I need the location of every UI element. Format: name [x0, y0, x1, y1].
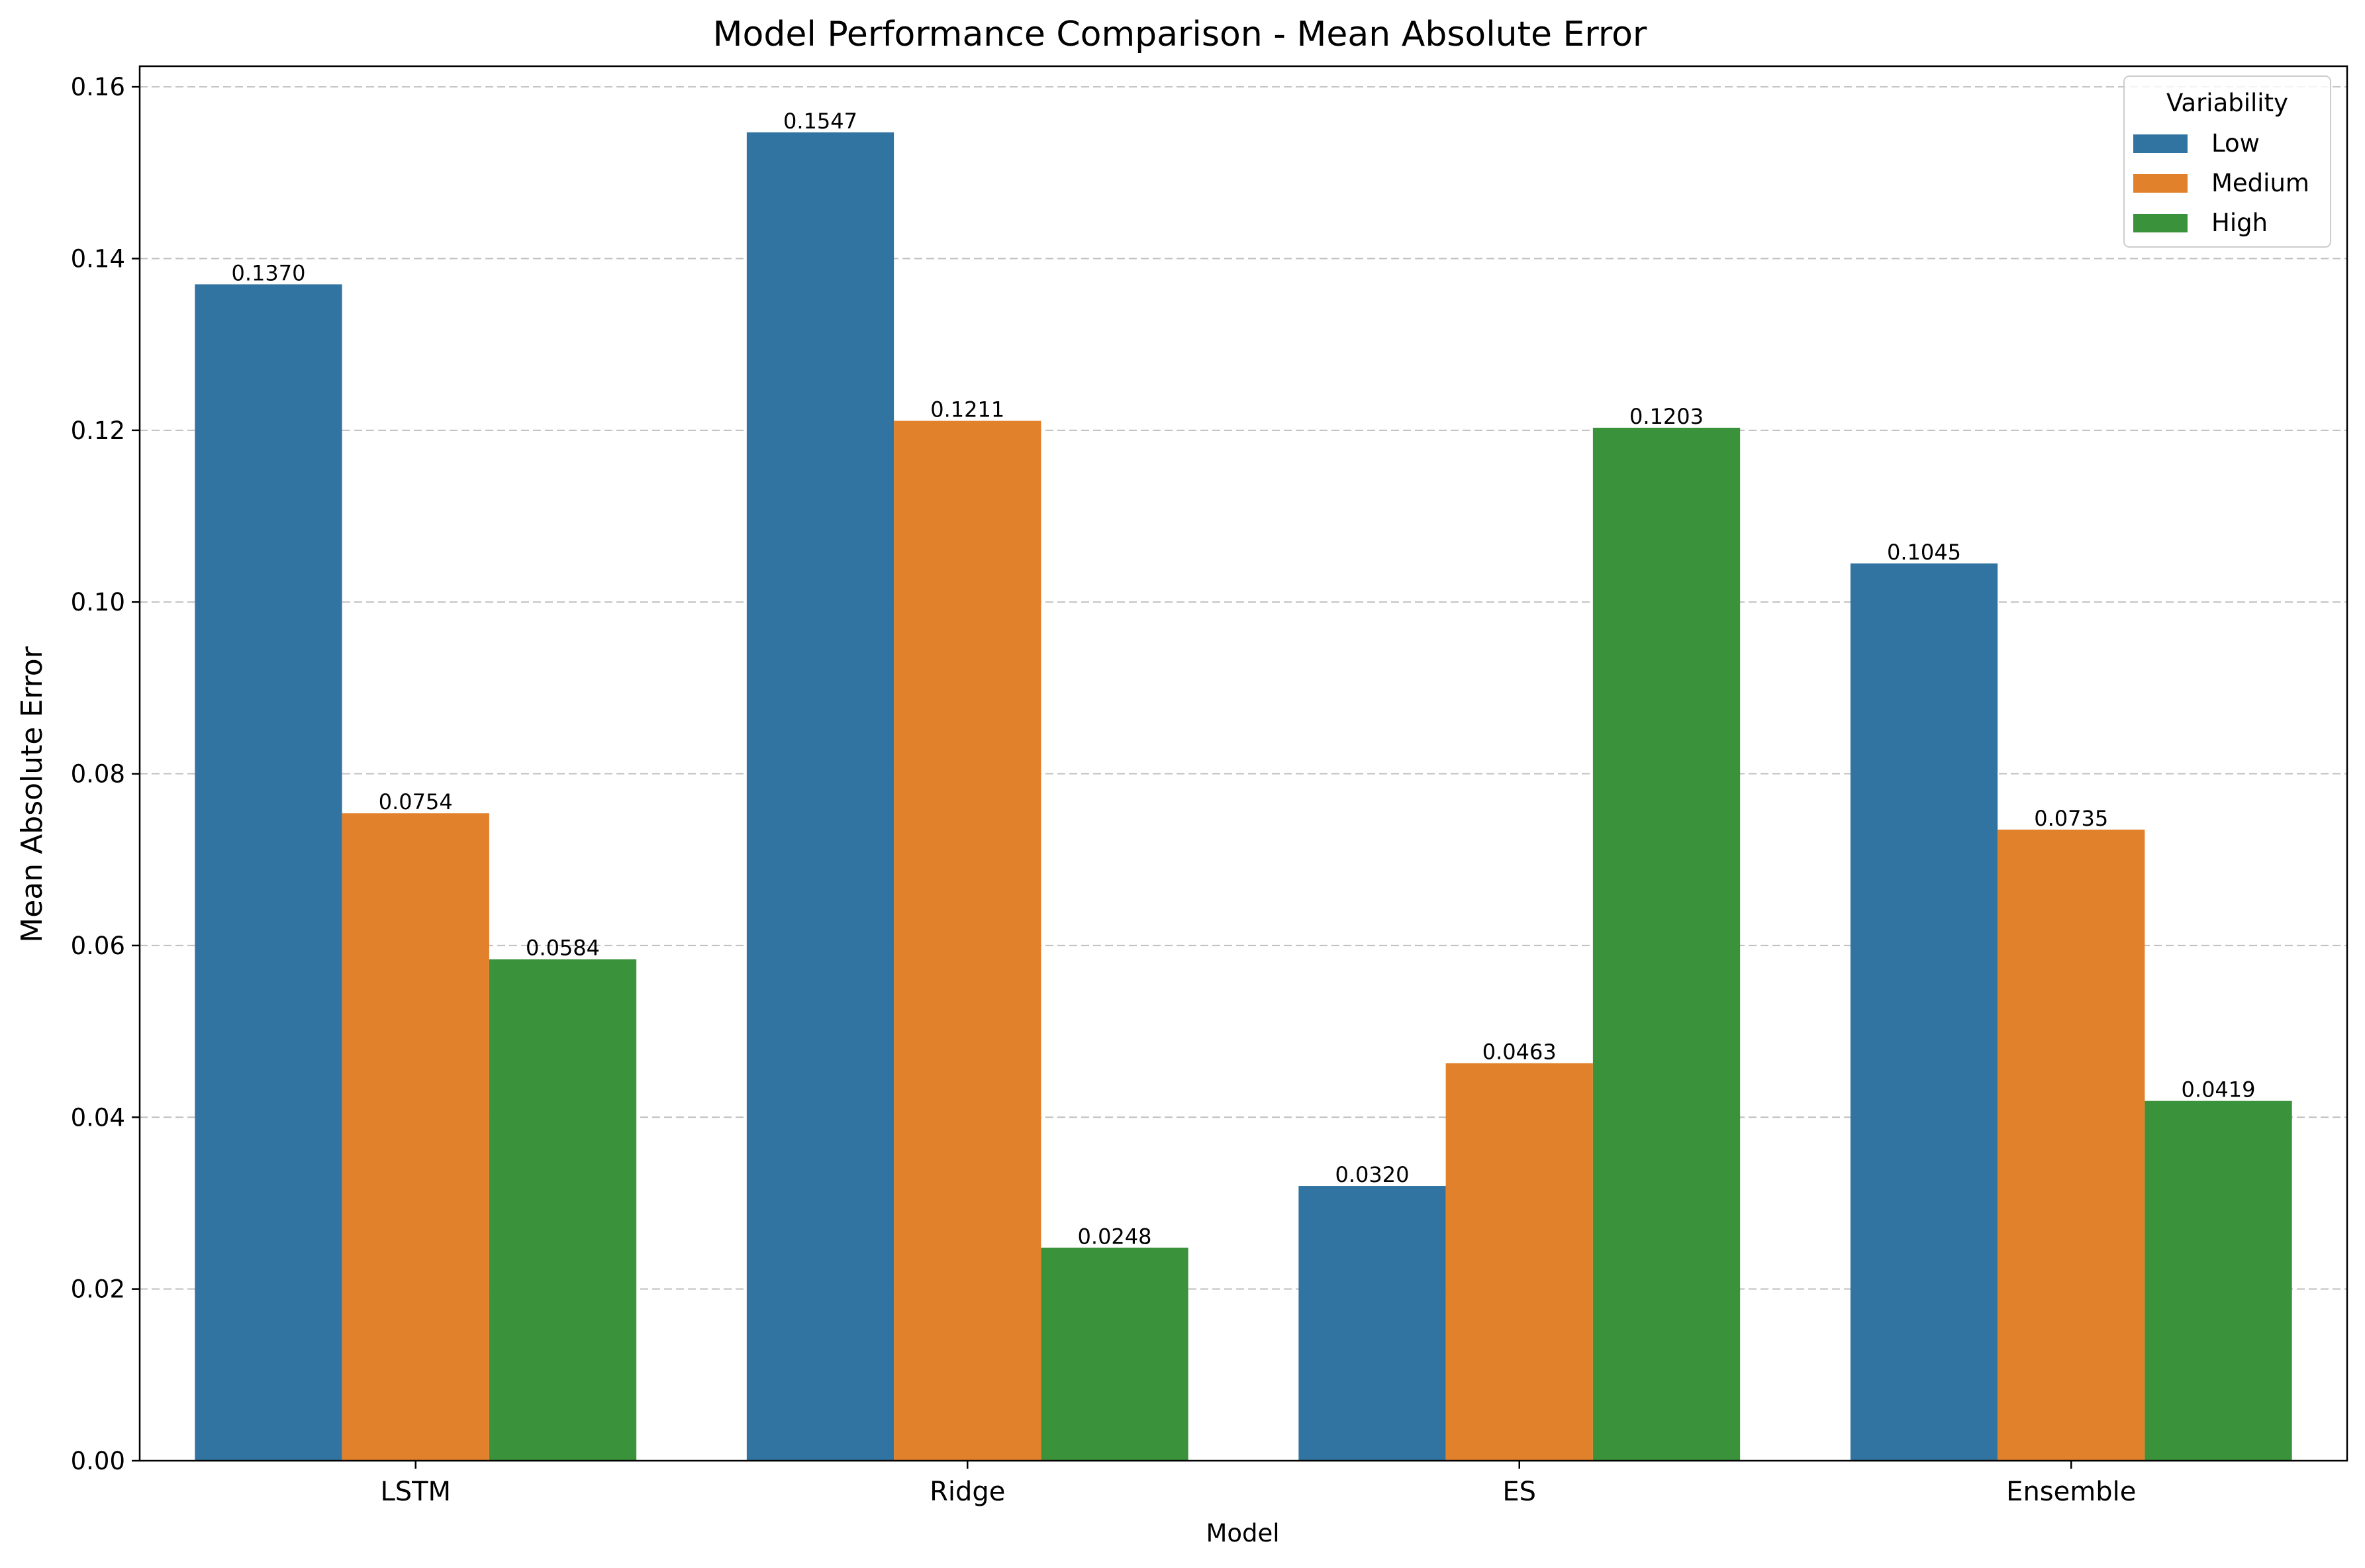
bar-value-label: 0.0463 — [1482, 1040, 1557, 1065]
x-tick-label: LSTM — [380, 1477, 451, 1507]
y-tick-label: 0.00 — [71, 1447, 125, 1475]
bar-medium-ridge — [894, 420, 1041, 1461]
bar-value-label: 0.1203 — [1629, 404, 1704, 429]
legend: Variability Low Medium High — [2123, 75, 2331, 248]
legend-entries: Low Medium High — [2133, 129, 2309, 237]
bar-high-ridge — [1041, 1248, 1188, 1461]
y-tick-label: 0.06 — [71, 932, 125, 960]
bar-medium-ensemble — [1998, 829, 2145, 1461]
y-tick-label: 0.04 — [71, 1103, 125, 1132]
x-axis-label: Model — [1206, 1519, 1279, 1547]
chart-title: Model Performance Comparison - Mean Abso… — [713, 15, 1647, 54]
legend-swatch-medium — [2133, 174, 2188, 193]
legend-swatch-low — [2133, 134, 2188, 153]
bar-medium-lstm — [342, 813, 489, 1461]
y-tick-label: 0.14 — [71, 244, 125, 273]
legend-frame — [2123, 75, 2331, 248]
y-tick-label: 0.10 — [71, 588, 125, 616]
bar-medium-es — [1445, 1063, 1593, 1461]
legend-title: Variability — [2166, 89, 2288, 117]
bar-layer — [195, 132, 2292, 1461]
bar-low-ridge — [746, 132, 894, 1461]
legend-label: Medium — [2211, 169, 2309, 197]
legend-label: Low — [2211, 129, 2260, 158]
bar-low-ensemble — [1850, 563, 1998, 1461]
plot-frame — [138, 65, 2348, 1462]
bar-low-lstm — [195, 284, 342, 1461]
y-tick-label: 0.02 — [71, 1275, 125, 1304]
bar-value-label: 0.0419 — [2182, 1077, 2256, 1102]
bar-value-label: 0.0754 — [379, 789, 453, 814]
y-tick-label: 0.16 — [71, 73, 125, 101]
x-tick-label: Ensemble — [2006, 1477, 2136, 1507]
bar-low-es — [1298, 1186, 1446, 1461]
x-tick-label: Ridge — [930, 1477, 1005, 1507]
y-tick-label: 0.12 — [71, 416, 125, 445]
bar-high-ensemble — [2145, 1101, 2292, 1461]
bar-high-lstm — [489, 959, 637, 1461]
bar-high-es — [1592, 427, 1741, 1461]
y-tick-label: 0.08 — [71, 760, 125, 789]
bar-value-label: 0.1045 — [1887, 540, 1961, 565]
bar-value-label: 0.1370 — [231, 260, 305, 285]
y-axis-label: Mean Absolute Error — [15, 646, 49, 942]
legend-swatch-high — [2133, 214, 2188, 232]
bar-value-label: 0.1547 — [783, 109, 857, 134]
bar-value-label: 0.1211 — [930, 397, 1004, 422]
bar-value-label: 0.0320 — [1335, 1162, 1409, 1187]
bar-value-label: 0.0584 — [526, 936, 600, 961]
bar-value-label: 0.0735 — [2034, 806, 2108, 831]
legend-label: High — [2211, 209, 2268, 237]
x-tick-label: ES — [1502, 1477, 1536, 1507]
axis-layer: 0.00 0.02 0.04 0.06 0.08 0.10 0.12 0.14 0.16 LSTM… — [71, 73, 2137, 1507]
bar-value-label: 0.0248 — [1078, 1224, 1152, 1249]
data-label-layer: 0.1370 0.0754 0.0584 0.1547 0.1211 0.0248 0.03… — [231, 109, 2255, 1250]
